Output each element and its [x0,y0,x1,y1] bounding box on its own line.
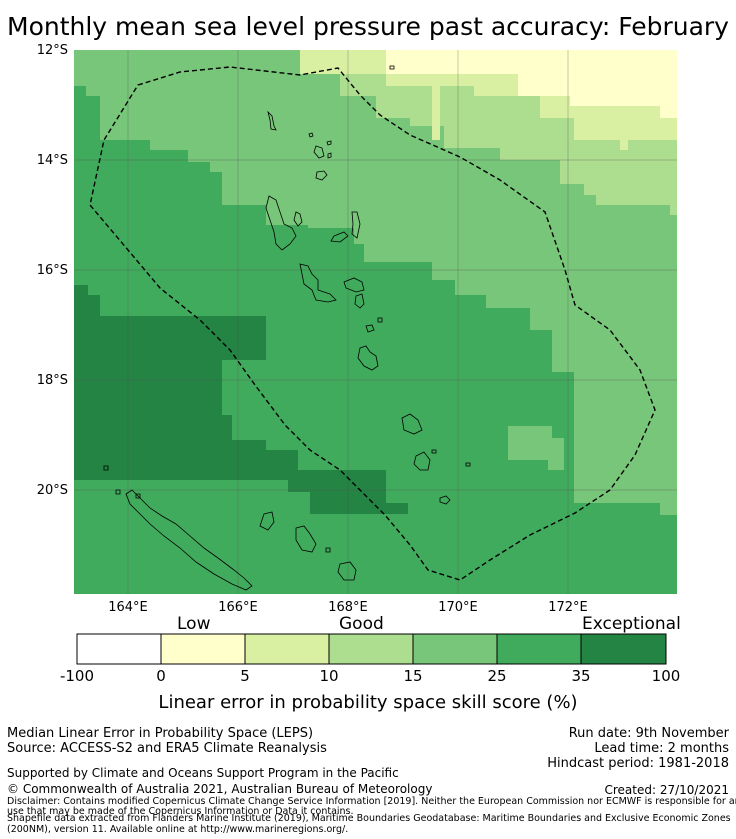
info-disclaimer: use that may be made of the Copernicus I… [7,806,354,817]
info-shapefile: Shapefile data extracted from Flanders M… [7,813,731,824]
island-outlines [103,65,471,591]
colorbar-tick: 100 [651,667,681,685]
skill-region [386,50,677,118]
colorbar-title: Linear error in probability space skill … [158,692,578,713]
skill-region [74,285,408,514]
info-disclaimer: Disclaimer: Contains modified Copernicus… [7,796,736,807]
info-run-date: Run date: 9th November [568,726,729,741]
colorbar-tick: -100 [59,667,95,685]
lon-label: 164°E [108,600,148,615]
info-supported: Supported by Climate and Oceans Support … [7,766,399,780]
lon-label: 172°E [548,600,588,615]
info-method: Median Linear Error in Probability Space… [7,726,314,741]
info-created: Created: 27/10/2021 [604,783,729,797]
eez-boundary [89,66,656,581]
lat-label: 14°S [36,153,68,168]
colorbar-tick: 0 [156,667,166,685]
colorbar-tick: 15 [403,667,423,685]
skill-region [74,50,677,515]
skill-cells [74,50,677,594]
colorbar-tick: 25 [487,667,507,685]
info-source: Source: ACCESS-S2 and ERA5 Climate Reana… [7,741,327,756]
lat-label: 20°S [36,483,68,498]
legend-category-exceptional: Exceptional [582,614,681,634]
map-gridlines [74,50,677,594]
info-shapefile: (200NM), version 11. Available online at… [7,824,349,835]
lon-label: 166°E [218,600,258,615]
lat-label: 12°S [36,43,68,58]
lat-label: 16°S [36,263,68,278]
colorbar [76,633,667,665]
colorbar-tick: 10 [319,667,339,685]
lat-label: 18°S [36,373,68,388]
colorbar-tick: 5 [240,667,250,685]
legend-category-good: Good [339,614,384,634]
legend-category-low: Low [177,614,211,634]
lon-label: 168°E [328,600,368,615]
info-copyright: © Commonwealth of Australia 2021, Austra… [7,782,433,796]
colorbar-tick: 35 [571,667,591,685]
info-lead-time: Lead time: 2 months [594,741,729,756]
skill-region [508,426,564,470]
info-hindcast: Hindcast period: 1981-2018 [547,756,729,771]
page-title: Monthly mean sea level pressure past acc… [7,12,729,41]
lon-label: 170°E [438,600,478,615]
